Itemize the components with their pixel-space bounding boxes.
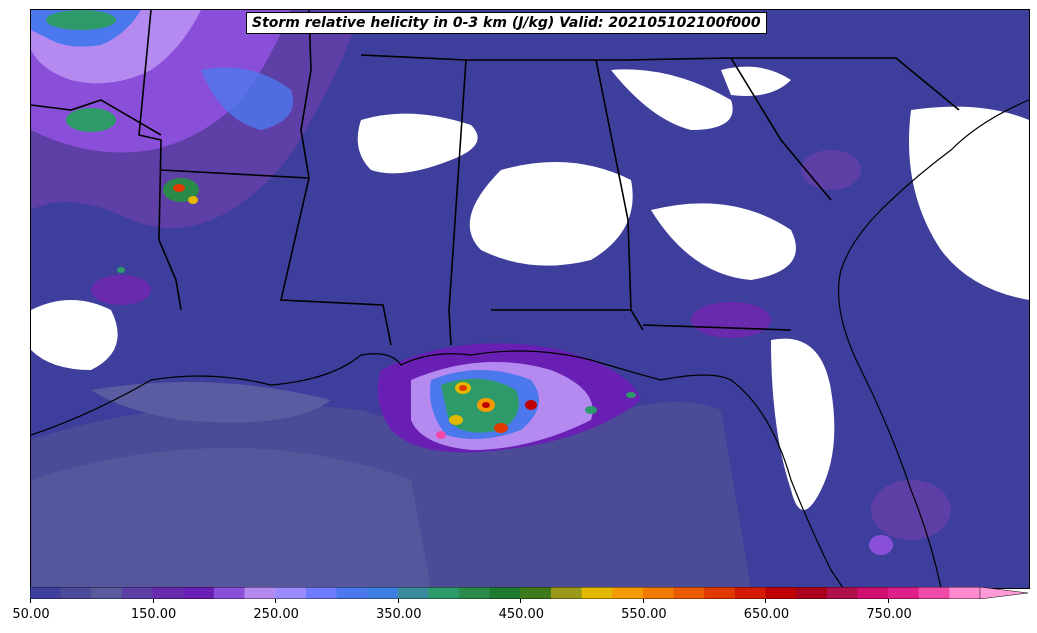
colorbar-segment bbox=[30, 587, 62, 599]
colorbar-tick bbox=[30, 599, 31, 603]
helicity-field-map bbox=[31, 10, 1029, 588]
border-ok bbox=[160, 169, 310, 179]
storm-cell-3 bbox=[449, 415, 463, 425]
colorbar bbox=[30, 587, 1029, 599]
border-tn-nc bbox=[360, 54, 960, 111]
border-ar bbox=[300, 10, 312, 179]
colorbar-tick bbox=[642, 599, 644, 603]
border-ms-al bbox=[448, 59, 467, 346]
border-nm-tx bbox=[138, 10, 182, 311]
colorbar-tick-label: 150.00 bbox=[130, 607, 177, 622]
colorbar-segment bbox=[581, 587, 613, 599]
colorbar-segment bbox=[275, 587, 307, 599]
colorbar-tick bbox=[765, 599, 767, 603]
storm-cell-5 bbox=[525, 400, 537, 410]
storm-cell-8 bbox=[626, 392, 636, 398]
nw-hotspot bbox=[46, 10, 116, 30]
colorbar-segment bbox=[704, 587, 736, 599]
blank-area-ne bbox=[721, 66, 791, 96]
gulf-field-inner bbox=[31, 448, 431, 588]
colorbar-tick bbox=[888, 599, 890, 603]
colorbar-segment bbox=[91, 587, 123, 599]
coastlines bbox=[31, 99, 1029, 588]
colorbar-segment bbox=[520, 587, 552, 599]
colorbar-segment bbox=[183, 587, 215, 599]
ok-hotspot bbox=[173, 184, 185, 192]
colorbar-tick bbox=[275, 599, 277, 603]
storm-cell-7 bbox=[585, 406, 597, 414]
tx-blob bbox=[91, 275, 151, 305]
colorbar-segment bbox=[152, 587, 184, 599]
storm-cell-2-core bbox=[482, 402, 490, 408]
blank-area-nal bbox=[611, 69, 733, 130]
tx-green-patch bbox=[66, 108, 116, 132]
ar-blue bbox=[201, 67, 293, 130]
colorbar-segment bbox=[397, 587, 429, 599]
storm-cell-4 bbox=[494, 423, 508, 433]
tx-cell bbox=[117, 267, 125, 273]
colorbar-tick-label: 450.00 bbox=[498, 607, 545, 622]
storm-cell-6 bbox=[436, 431, 446, 439]
colorbar-segment bbox=[918, 587, 950, 599]
colorbar-segment bbox=[244, 587, 276, 599]
atlantic-coast bbox=[837, 99, 1029, 588]
map-title: Storm relative helicity in 0-3 km (J/kg)… bbox=[246, 12, 767, 34]
ok-hotspot-2 bbox=[188, 196, 198, 204]
sfl-blob bbox=[871, 480, 951, 540]
colorbar-tick-label: 50.00 bbox=[12, 607, 50, 622]
border-ga-fl bbox=[642, 324, 792, 331]
colorbar-segment bbox=[826, 587, 858, 599]
colorbar-tick-label: 750.00 bbox=[866, 607, 912, 622]
gulf-coast bbox=[31, 350, 844, 588]
colorbar-segment bbox=[734, 587, 766, 599]
colorbar-segment bbox=[336, 587, 368, 599]
colorbar-segment bbox=[459, 587, 491, 599]
gulf-band bbox=[91, 382, 331, 423]
sfl-blob-2 bbox=[869, 535, 893, 555]
map-panel bbox=[30, 9, 1030, 589]
colorbar-tick bbox=[397, 599, 399, 603]
colorbar-segment bbox=[796, 587, 828, 599]
storm-cell-1-core bbox=[459, 385, 467, 391]
colorbar-tick-label: 550.00 bbox=[621, 607, 667, 622]
colorbar-segment bbox=[888, 587, 920, 599]
fl-panhandle-blob bbox=[691, 302, 771, 338]
blank-area-sc bbox=[909, 106, 1029, 301]
border-la-ms bbox=[280, 177, 392, 346]
colorbar-tick bbox=[152, 599, 154, 603]
colorbar-segment bbox=[428, 587, 460, 599]
colorbar-tick-label: 350.00 bbox=[375, 607, 422, 622]
border-al-ga bbox=[595, 59, 644, 331]
colorbar-segment bbox=[673, 587, 705, 599]
colorbar-segment bbox=[305, 587, 337, 599]
ga-blob bbox=[801, 150, 861, 190]
border-tx-north bbox=[31, 99, 162, 136]
colorbar-tick bbox=[520, 599, 522, 603]
colorbar-extend-arrow bbox=[979, 587, 1029, 599]
colorbar-segment bbox=[60, 587, 92, 599]
colorbar-tick-label: 250.00 bbox=[253, 607, 299, 622]
blank-area-ga bbox=[651, 203, 796, 280]
colorbar-segment bbox=[612, 587, 644, 599]
blank-area-al bbox=[469, 162, 633, 266]
colorbar-segment bbox=[121, 587, 154, 599]
colorbar-segment bbox=[949, 587, 981, 599]
colorbar-segment bbox=[213, 587, 246, 599]
colorbar-segment bbox=[765, 587, 797, 599]
colorbar-tick-label: 650.00 bbox=[743, 607, 790, 622]
border-ga-sc bbox=[730, 57, 832, 201]
colorbar-segment bbox=[550, 587, 583, 599]
colorbar-segment bbox=[642, 587, 675, 599]
blank-area-ms bbox=[357, 113, 478, 174]
colorbar-segment bbox=[857, 587, 889, 599]
blank-area-tx bbox=[31, 300, 118, 370]
colorbar-segment bbox=[489, 587, 521, 599]
colorbar-segment bbox=[367, 587, 399, 599]
state-borders bbox=[31, 10, 960, 346]
